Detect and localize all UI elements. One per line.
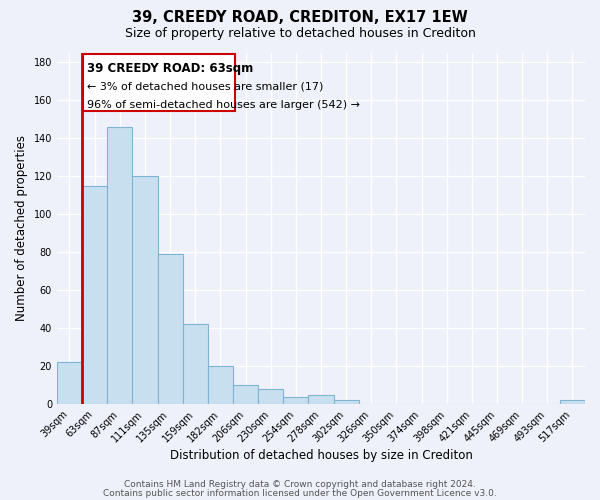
Bar (82, 186, 107, 404)
Bar (258, 389, 283, 404)
Bar (233, 385, 258, 404)
Text: Contains public sector information licensed under the Open Government Licence v3: Contains public sector information licen… (103, 488, 497, 498)
Bar (83, 54, 235, 112)
Text: Contains HM Land Registry data © Crown copyright and database right 2024.: Contains HM Land Registry data © Crown c… (124, 480, 476, 489)
Text: Size of property relative to detached houses in Crediton: Size of property relative to detached ho… (125, 28, 475, 40)
Text: 39, CREEDY ROAD, CREDITON, EX17 1EW: 39, CREEDY ROAD, CREDITON, EX17 1EW (132, 10, 468, 25)
Bar (334, 400, 359, 404)
Bar (182, 324, 208, 404)
Text: 39 CREEDY ROAD: 63sqm: 39 CREEDY ROAD: 63sqm (87, 62, 253, 75)
Bar (560, 400, 585, 404)
X-axis label: Distribution of detached houses by size in Crediton: Distribution of detached houses by size … (170, 450, 472, 462)
Text: ← 3% of detached houses are smaller (17): ← 3% of detached houses are smaller (17) (87, 81, 323, 91)
Y-axis label: Number of detached properties: Number of detached properties (15, 136, 28, 322)
Bar (158, 254, 182, 404)
Bar (57, 362, 82, 404)
Bar (308, 394, 334, 404)
Bar (133, 176, 158, 404)
Text: 96% of semi-detached houses are larger (542) →: 96% of semi-detached houses are larger (… (87, 100, 360, 110)
Bar (107, 126, 133, 404)
Bar (283, 396, 308, 404)
Bar (208, 366, 233, 404)
